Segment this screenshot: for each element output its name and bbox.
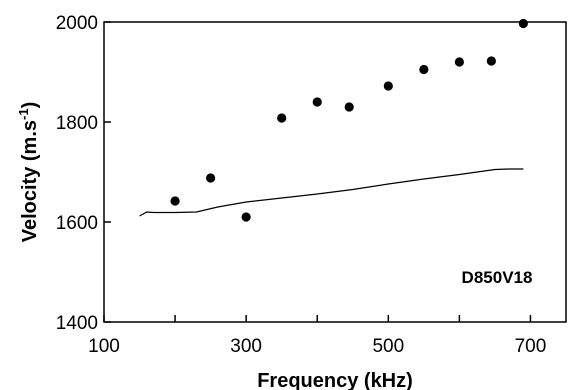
tick-labels: 100 300 500 700 1400 1600 1800 2000: [56, 13, 547, 357]
plot-frame: [103, 21, 567, 323]
y-tick-label: 2000: [56, 13, 98, 34]
data-point: [312, 97, 322, 107]
data-points-group: [170, 18, 528, 222]
data-point: [486, 56, 496, 66]
data-point: [454, 57, 464, 67]
data-point: [419, 64, 429, 75]
chart-annotation: D850V18: [462, 268, 533, 287]
data-point: [170, 196, 180, 206]
y-axis-title-superscript: -1: [16, 108, 31, 120]
data-point: [206, 173, 216, 183]
data-point: [277, 113, 287, 123]
y-axis-title-close: ): [19, 102, 41, 109]
data-point: [241, 212, 251, 222]
y-tick-label: 1400: [56, 313, 98, 334]
x-tick-label: 500: [372, 336, 404, 357]
x-tick-label: 300: [230, 336, 262, 357]
data-point: [344, 102, 354, 112]
y-axis-title: Velocity (m.s-1): [16, 102, 41, 243]
data-point: [518, 18, 528, 29]
y-axis-title-main: Velocity (m.s: [19, 120, 41, 242]
x-axis-title: Frequency (kHz): [257, 370, 413, 390]
data-point: [383, 81, 393, 91]
x-tick-label: 700: [515, 336, 547, 357]
x-tick-label: 100: [88, 336, 120, 357]
axis-ticks: [103, 21, 532, 323]
y-tick-label: 1800: [56, 113, 98, 134]
model-curve-group: [139, 168, 524, 217]
model-curve: [139, 168, 524, 217]
y-tick-label: 1600: [56, 213, 98, 234]
